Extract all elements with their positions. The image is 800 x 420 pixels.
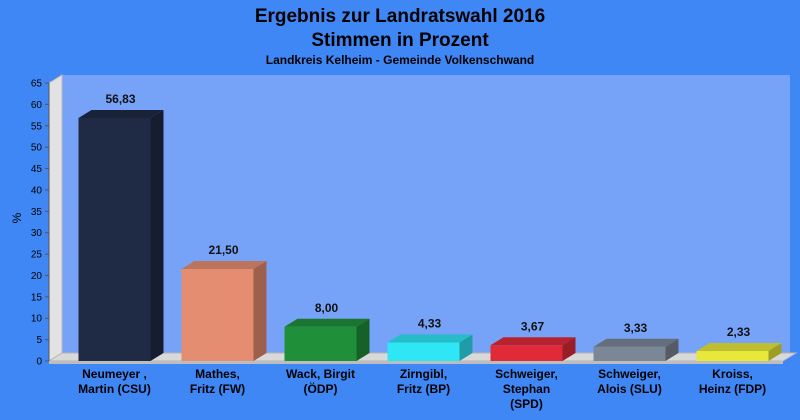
bar-front [387,342,460,361]
bar-top [490,337,576,346]
x-tick-label: (ÖDP) [304,381,338,396]
y-tick-label: 15 [31,292,43,303]
x-tick-label: Fritz (FW) [190,382,245,396]
bar [490,337,576,361]
bar-front [181,269,254,361]
y-tick-label: 65 [31,79,43,90]
bar-value-label: 21,50 [208,243,238,257]
bar [78,109,164,361]
y-tick-label: 5 [36,335,42,346]
bar-side [150,109,164,361]
y-tick-label: 55 [31,121,43,132]
y-tick-label: 35 [31,207,43,218]
bar-value-label: 8,00 [315,301,339,315]
bar-front [593,346,666,361]
bar [593,338,679,361]
y-axis-label: % [10,212,24,223]
bar-side [459,334,473,361]
bar-value-label: 3,33 [624,321,648,335]
x-tick-label: Alois (SLU) [597,382,662,396]
plot-floor-edge [49,361,783,364]
bar [181,261,267,361]
x-tick-label: Heinz (FDP) [699,382,766,396]
x-tick-label: Martin (CSU) [78,382,151,396]
x-tick-label: Schweiger, [495,367,558,381]
y-tick-label: 10 [31,314,43,325]
bar-side [253,261,267,361]
bar [696,343,782,361]
chart-title-line-1: Ergebnis zur Landratswahl 2016 [255,6,545,27]
y-tick-label: 0 [36,357,42,368]
bar-front [490,345,563,361]
x-axis-labels: Neumeyer ,Martin (CSU) Mathes,Fritz (FW) W… [78,367,766,411]
bar-top [696,343,782,352]
bar-top [78,109,164,118]
bar-value-label: 4,33 [418,316,442,330]
bar-front [78,117,151,361]
plot-side-wall [48,74,63,362]
y-tick-label: 40 [31,185,43,196]
x-tick-label: Stephan [503,382,550,396]
x-tick-label: Schweiger, [598,367,661,381]
y-tick-label: 25 [31,250,43,261]
x-tick-label: Zirngibl, [400,367,447,381]
y-tick-label: 50 [31,143,43,154]
bar-side [562,337,576,361]
bar-top [593,338,679,347]
bar-top [181,261,267,270]
bar-front [284,326,357,361]
x-tick-label: Mathes, [195,367,240,381]
x-tick-label: (SPD) [510,397,543,411]
bar [284,318,370,361]
bar-value-label: 56,83 [105,92,135,106]
y-tick-label: 20 [31,271,43,282]
bar-side [665,338,679,361]
plot-back-wall [62,75,790,353]
y-tick-label: 60 [31,100,43,111]
x-tick-label: Fritz (BP) [397,382,450,396]
bar-top [284,318,370,327]
x-tick-label: Wack, Birgit [286,367,355,381]
chart-title-line-2: Stimmen in Prozent [311,30,489,51]
bars-group: 56,83 21,50 8,00 4,33 3,67 3,33 2,33 [78,92,782,361]
y-tick-label: 45 [31,164,43,175]
y-axis: 0 5 10 15 20 25 30 35 40 45 50 55 60 65 [31,79,50,368]
chart-subtitle: Landkreis Kelheim - Gemeinde Volkenschwa… [266,53,535,67]
bar-top [387,334,473,343]
bar-value-label: 3,67 [521,319,545,333]
bar [387,334,473,361]
x-tick-label: Kroiss, [712,367,753,381]
bar-side [768,343,782,361]
bar-value-label: 2,33 [727,325,751,339]
bar-front [696,351,769,361]
bar-side [356,318,370,361]
x-tick-label: Neumeyer , [82,367,147,381]
y-tick-label: 30 [31,228,43,239]
